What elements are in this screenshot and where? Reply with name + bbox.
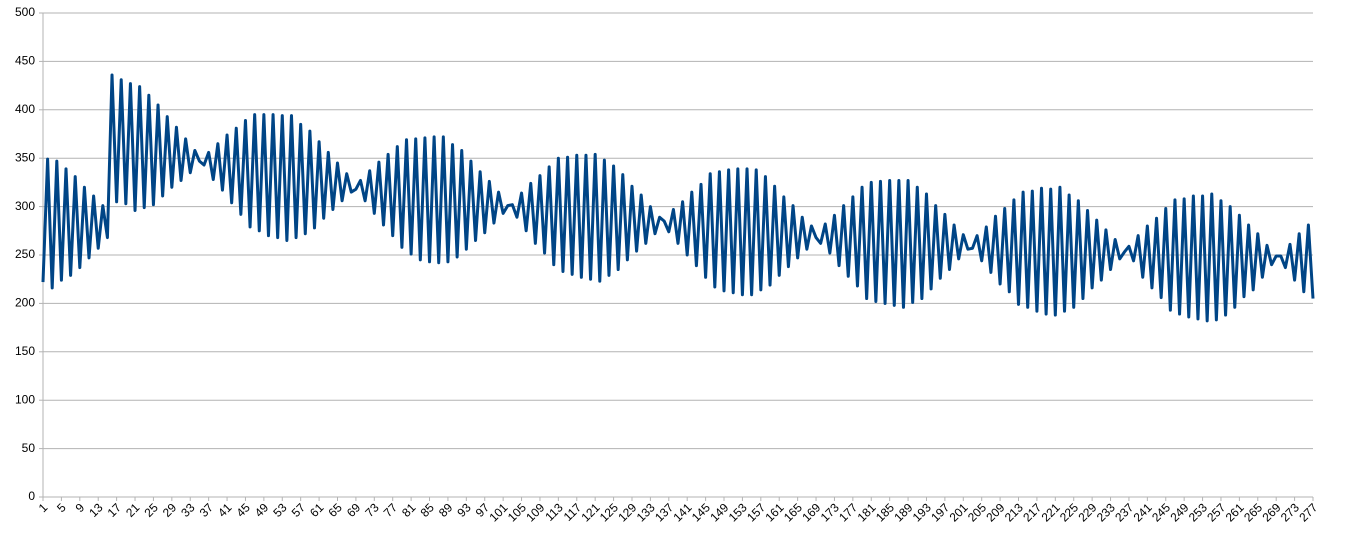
x-tick-label: 25 — [141, 500, 161, 520]
x-tick-label: 77 — [381, 500, 401, 520]
y-tick-label: 300 — [15, 199, 35, 213]
x-tick-label: 81 — [399, 500, 419, 520]
x-tick-label: 29 — [160, 500, 180, 520]
x-tick-label: 37 — [197, 500, 217, 520]
y-tick-label: 450 — [15, 54, 35, 68]
y-tick-label: 200 — [15, 296, 35, 310]
x-tick-label: 93 — [454, 500, 474, 520]
x-tick-label: 57 — [289, 500, 309, 520]
y-tick-label: 500 — [15, 5, 35, 19]
x-tick-label: 61 — [307, 500, 327, 520]
y-tick-label: 250 — [15, 247, 35, 261]
x-tick-label: 73 — [362, 500, 382, 520]
x-tick-label: 65 — [326, 500, 346, 520]
y-tick-label: 0 — [28, 489, 35, 503]
x-tick-label: 21 — [123, 500, 143, 520]
x-tick-label: 45 — [233, 500, 253, 520]
x-tick-label: 69 — [344, 500, 364, 520]
x-tick-label: 85 — [418, 500, 438, 520]
x-tick-label: 277 — [1296, 500, 1320, 524]
y-tick-label: 100 — [15, 392, 35, 406]
x-tick-label: 89 — [436, 500, 456, 520]
x-tick-label: 9 — [73, 500, 88, 515]
x-tick-label: 5 — [54, 500, 69, 515]
x-tick-label: 41 — [215, 500, 235, 520]
x-tick-label: 13 — [86, 500, 106, 520]
x-tick-label: 49 — [252, 500, 272, 520]
y-tick-label: 150 — [15, 344, 35, 358]
y-tick-label: 50 — [22, 441, 36, 455]
x-tick-label: 33 — [178, 500, 198, 520]
x-tick-label: 1 — [36, 500, 51, 515]
y-tick-label: 400 — [15, 102, 35, 116]
x-tick-label: 17 — [105, 500, 125, 520]
x-tick-label: 53 — [270, 500, 290, 520]
y-tick-label: 350 — [15, 150, 35, 164]
data-line — [41, 73, 1315, 323]
